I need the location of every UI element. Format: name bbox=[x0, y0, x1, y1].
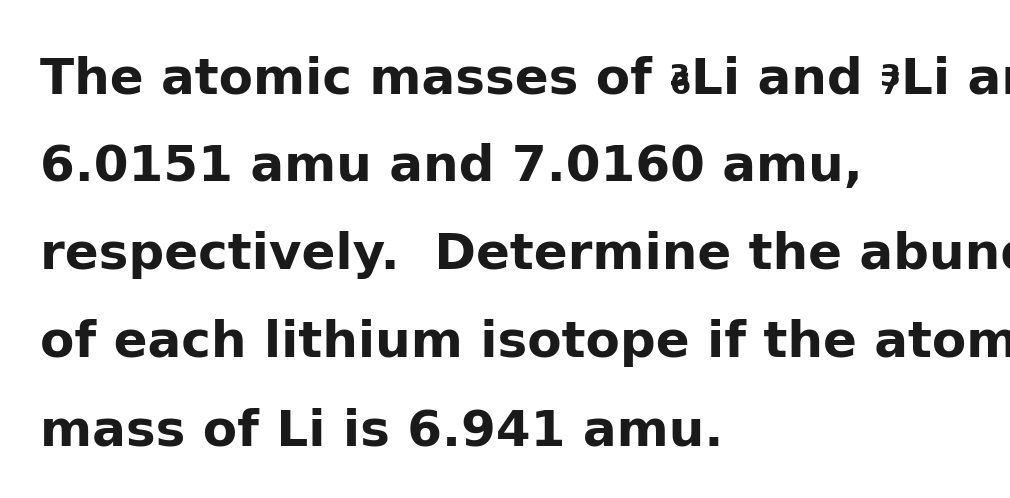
Text: 3: 3 bbox=[670, 63, 691, 92]
Text: 6: 6 bbox=[670, 71, 691, 100]
Text: The atomic masses of: The atomic masses of bbox=[40, 55, 670, 103]
Text: respectively.  Determine the abundances: respectively. Determine the abundances bbox=[40, 231, 1010, 279]
Text: mass of Li is 6.941 amu.: mass of Li is 6.941 amu. bbox=[40, 407, 723, 455]
Text: Li are: Li are bbox=[901, 55, 1010, 103]
Text: 3: 3 bbox=[880, 63, 901, 92]
Text: of each lithium isotope if the atomic: of each lithium isotope if the atomic bbox=[40, 319, 1010, 367]
Text: 7: 7 bbox=[880, 71, 901, 100]
Text: 6.0151 amu and 7.0160 amu,: 6.0151 amu and 7.0160 amu, bbox=[40, 143, 863, 191]
Text: Li and: Li and bbox=[691, 55, 880, 103]
